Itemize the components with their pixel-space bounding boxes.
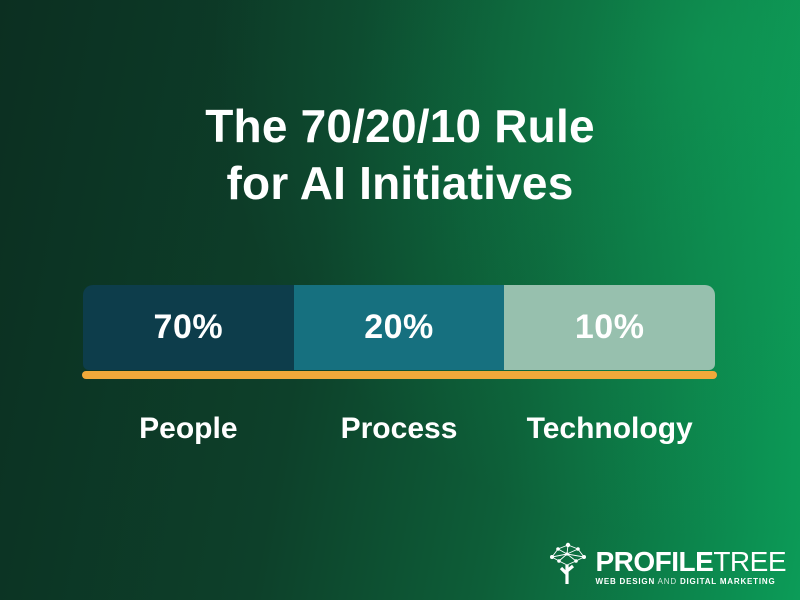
tree-icon (547, 538, 589, 586)
title-line-1: The 70/20/10 Rule (205, 100, 595, 152)
brand-name-secondary: TREE (713, 546, 786, 577)
bar-segment-technology: 10% (504, 285, 715, 370)
bar-segment-process: 20% (293, 285, 505, 370)
bar-value-people: 70% (153, 308, 224, 346)
bar-value-process: 20% (364, 308, 434, 346)
bar-label-technology: Technology (526, 412, 693, 445)
brand-tagline: WEB DESIGN AND DIGITAL MARKETING (595, 577, 776, 586)
profiletree-logo: PROFILETREE WEB DESIGN AND DIGITAL MARKE… (547, 538, 786, 586)
brand-name-primary: PROFILE (595, 546, 714, 577)
bar-label-process: Process (340, 412, 458, 445)
bar-category-labels: People Process Technology (83, 412, 715, 446)
page-title: The 70/20/10 Rule for AI Initiatives (0, 98, 800, 212)
bar-value-technology: 10% (574, 308, 645, 346)
title-line-2: for AI Initiatives (226, 157, 574, 209)
accent-underline (82, 371, 717, 379)
bar-label-people: People (139, 412, 238, 445)
bar-segment-people: 70% (83, 285, 294, 370)
stacked-bar: 70% 20% 10% (83, 285, 715, 370)
brand-name: PROFILETREE (595, 546, 786, 577)
